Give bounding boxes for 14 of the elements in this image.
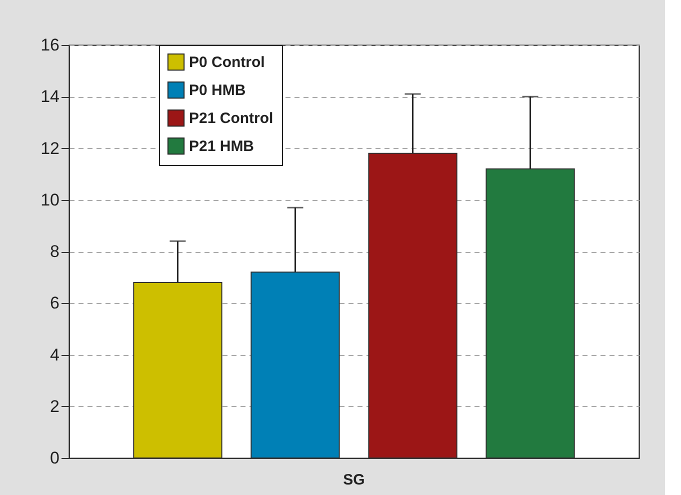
y-tick-label: 4 xyxy=(50,345,60,364)
legend-label: P0 Control xyxy=(189,54,265,71)
legend-label: P0 HMB xyxy=(189,82,246,99)
legend-label: P21 HMB xyxy=(189,138,254,155)
y-tick-label: 0 xyxy=(50,448,60,468)
y-tick-label: 8 xyxy=(50,242,60,261)
y-tick-label: 2 xyxy=(50,396,60,416)
y-tick-label: 12 xyxy=(40,138,60,158)
legend-label: P21 Control xyxy=(189,110,274,127)
x-tick-label: SG xyxy=(343,472,365,488)
y-tick-label: 14 xyxy=(40,87,60,106)
y-tick-label: 10 xyxy=(40,190,60,210)
y-tick-label: 6 xyxy=(50,294,60,313)
y-tick-label: 16 xyxy=(40,36,60,54)
